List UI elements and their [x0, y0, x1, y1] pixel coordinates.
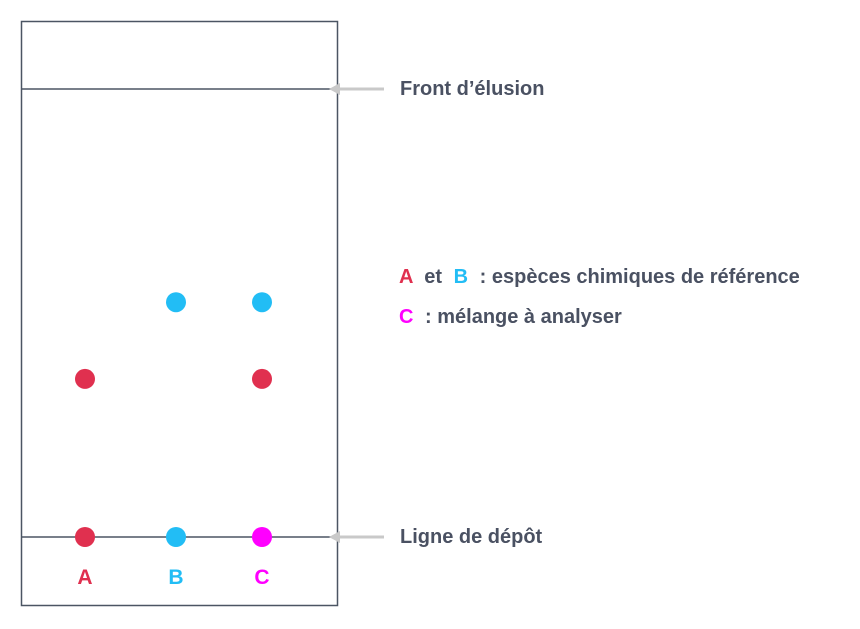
- legend-c-letter: C: [399, 306, 413, 328]
- migrated-spot-c-1: [252, 292, 272, 313]
- legend-line-mixture: C : mélange à analyser: [399, 306, 622, 328]
- lane-label-a: A: [77, 566, 92, 589]
- front-label: Front d’élusion: [400, 78, 544, 100]
- deposit-spot-c: [252, 527, 272, 547]
- deposit-spot-b: [166, 527, 186, 547]
- migrated-spot-b-1: [166, 292, 186, 313]
- legend-reference-text: : espèces chimiques de référence: [480, 266, 800, 288]
- lane-label-b: B: [168, 566, 183, 589]
- lane-label-c: C: [254, 566, 269, 589]
- deposit-spot-a: [75, 527, 95, 547]
- legend-b-letter: B: [454, 266, 468, 288]
- legend-mixture-text: : mélange à analyser: [425, 306, 622, 328]
- depot-label: Ligne de dépôt: [400, 526, 543, 548]
- legend-a-letter: A: [399, 266, 413, 288]
- migrated-spot-c-2: [252, 368, 272, 389]
- front-arrow: [329, 83, 384, 95]
- spots-layer: [75, 292, 272, 547]
- chromatography-plate: [20, 20, 339, 607]
- migrated-spot-a-1: [75, 368, 95, 389]
- legend-line-reference: A et B : espèces chimiques de référence: [399, 266, 800, 288]
- legend-et: et: [424, 266, 442, 288]
- depot-arrow: [329, 531, 384, 543]
